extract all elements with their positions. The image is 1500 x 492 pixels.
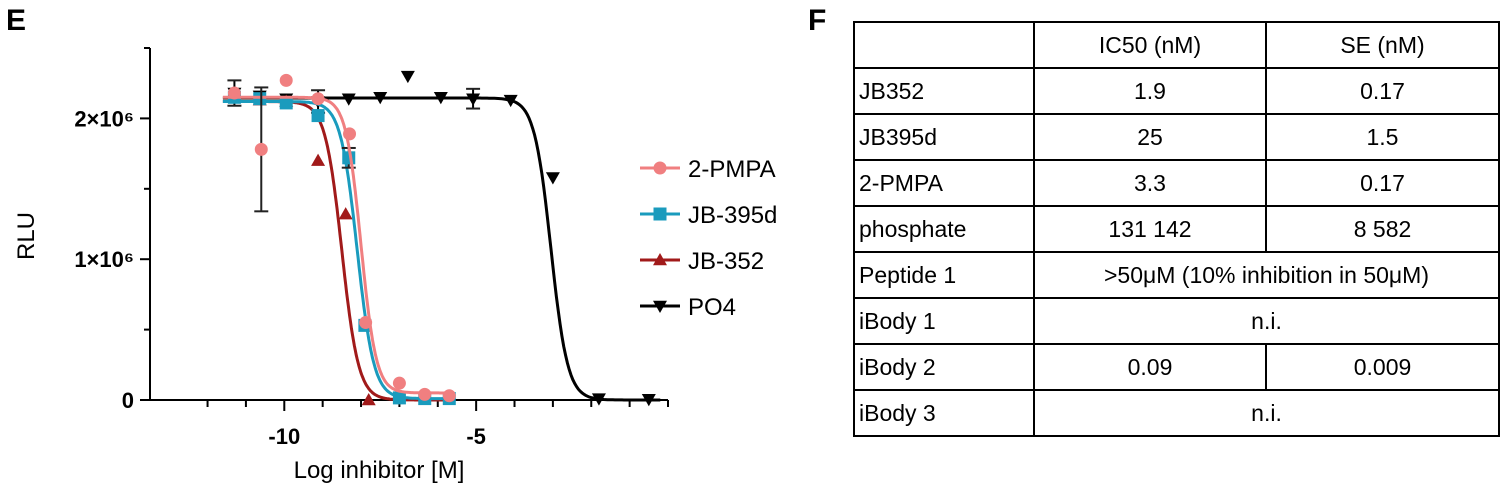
- legend-label: PO4: [688, 294, 736, 321]
- table-row: iBody 3 n.i.: [859, 400, 1282, 426]
- x-tick-label: -5: [466, 424, 486, 449]
- table-se-cell: 0.17: [1360, 170, 1405, 196]
- legend-marker: [653, 300, 667, 313]
- table-row: iBody 2 0.09 0.009: [859, 344, 1411, 390]
- data-point: [418, 387, 432, 401]
- x-axis-title: Log inhibitor [M]: [294, 457, 465, 484]
- table-se-cell: 8 582: [1354, 216, 1412, 242]
- data-point: [359, 316, 373, 330]
- table-header-cell: IC50 (nM): [1099, 32, 1201, 58]
- table-row: Peptide 1 >50μM (10% inhibition in 50μM): [859, 262, 1429, 288]
- legend-marker: [653, 253, 667, 266]
- table-row: JB395d 25 1.5: [859, 114, 1398, 160]
- data-point: [341, 93, 356, 106]
- table-header-cell: SE (nM): [1340, 32, 1424, 58]
- data-point: [503, 94, 518, 108]
- series-jb-395d: [222, 90, 456, 406]
- data-point: [311, 92, 325, 106]
- data-point: [343, 127, 357, 141]
- data-point: [338, 207, 353, 220]
- table-span-cell: n.i.: [1251, 400, 1282, 426]
- data-point: [311, 109, 325, 123]
- legend-label: JB-395d: [688, 202, 777, 229]
- chart-legend: 2-PMPA JB-395d JB-352 PO4: [640, 156, 777, 321]
- table-ic50-cell: 3.3: [1134, 170, 1166, 196]
- y-tick-label: 2×10⁶: [74, 106, 134, 131]
- legend-item-2-pmpa: 2-PMPA: [640, 156, 776, 183]
- table-row-name: iBody 2: [859, 354, 936, 380]
- data-point: [279, 73, 293, 87]
- x-tick-label: -10: [268, 424, 300, 449]
- table-row-name: phosphate: [859, 216, 966, 242]
- table-row-name: Peptide 1: [859, 262, 956, 288]
- table-row: JB352 1.9 0.17: [859, 68, 1405, 114]
- table-span-cell: >50μM (10% inhibition in 50μM): [1104, 262, 1429, 288]
- fit-curve: [222, 96, 661, 402]
- table-ic50-cell: 131 142: [1108, 216, 1191, 242]
- table-ic50-cell: 25: [1137, 124, 1163, 150]
- table-row-name: JB352: [859, 78, 924, 104]
- table-row-name: 2-PMPA: [859, 170, 944, 196]
- series-jb-352: [222, 90, 454, 406]
- data-point: [641, 394, 656, 407]
- table-se-cell: 0.17: [1360, 78, 1405, 104]
- table-header-row: IC50 (nM) SE (nM): [1099, 22, 1425, 68]
- panel-letter-e: E: [6, 4, 26, 37]
- series-2-pmpa: [222, 73, 456, 403]
- panel-letter-f: F: [808, 4, 826, 37]
- data-point: [227, 86, 241, 100]
- y-tick-label: 0: [122, 388, 134, 413]
- table-row: phosphate 131 142 8 582: [859, 206, 1411, 252]
- data-point: [392, 376, 406, 390]
- data-point: [545, 172, 560, 185]
- data-point: [433, 92, 448, 105]
- dose-response-chart: -10 -5 0 1×10⁶ 2×10⁶ Log inhibitor [M] RLU: [13, 47, 669, 484]
- table-row: 2-PMPA 3.3 0.17: [859, 160, 1405, 206]
- data-point: [373, 92, 388, 105]
- data-point: [466, 93, 481, 106]
- data-point: [392, 391, 406, 405]
- legend-item-jb-395d: JB-395d: [640, 202, 777, 229]
- data-point: [591, 393, 606, 406]
- data-point: [311, 153, 326, 166]
- table-row: iBody 1 n.i.: [859, 308, 1282, 334]
- data-point: [442, 389, 456, 403]
- table-row-name: iBody 3: [859, 400, 936, 426]
- legend-label: 2-PMPA: [688, 156, 776, 183]
- table-se-cell: 0.009: [1354, 354, 1412, 380]
- table-se-cell: 1.5: [1367, 124, 1399, 150]
- fit-curve: [222, 95, 454, 395]
- legend-item-po4: PO4: [640, 294, 736, 321]
- data-point: [361, 393, 376, 406]
- data-point: [400, 70, 415, 84]
- table-row-name: iBody 1: [859, 308, 936, 334]
- ic50-table: IC50 (nM) SE (nM) JB352 1.9 0.17 JB395d 25 1.5 2…: [853, 21, 1500, 437]
- data-point: [279, 96, 293, 110]
- table-ic50-cell: 1.9: [1134, 78, 1166, 104]
- series-po4: [222, 70, 661, 407]
- table-border: [853, 21, 1500, 437]
- legend-label: JB-352: [688, 248, 764, 275]
- table-row-name: JB395d: [859, 124, 937, 150]
- legend-marker: [653, 161, 667, 175]
- legend-marker: [653, 207, 667, 221]
- y-axis-title: RLU: [13, 212, 40, 260]
- y-tick-label: 1×10⁶: [74, 247, 134, 272]
- data-point: [254, 142, 268, 156]
- table-span-cell: n.i.: [1251, 308, 1282, 334]
- table-ic50-cell: 0.09: [1128, 354, 1173, 380]
- legend-item-jb-352: JB-352: [640, 248, 764, 275]
